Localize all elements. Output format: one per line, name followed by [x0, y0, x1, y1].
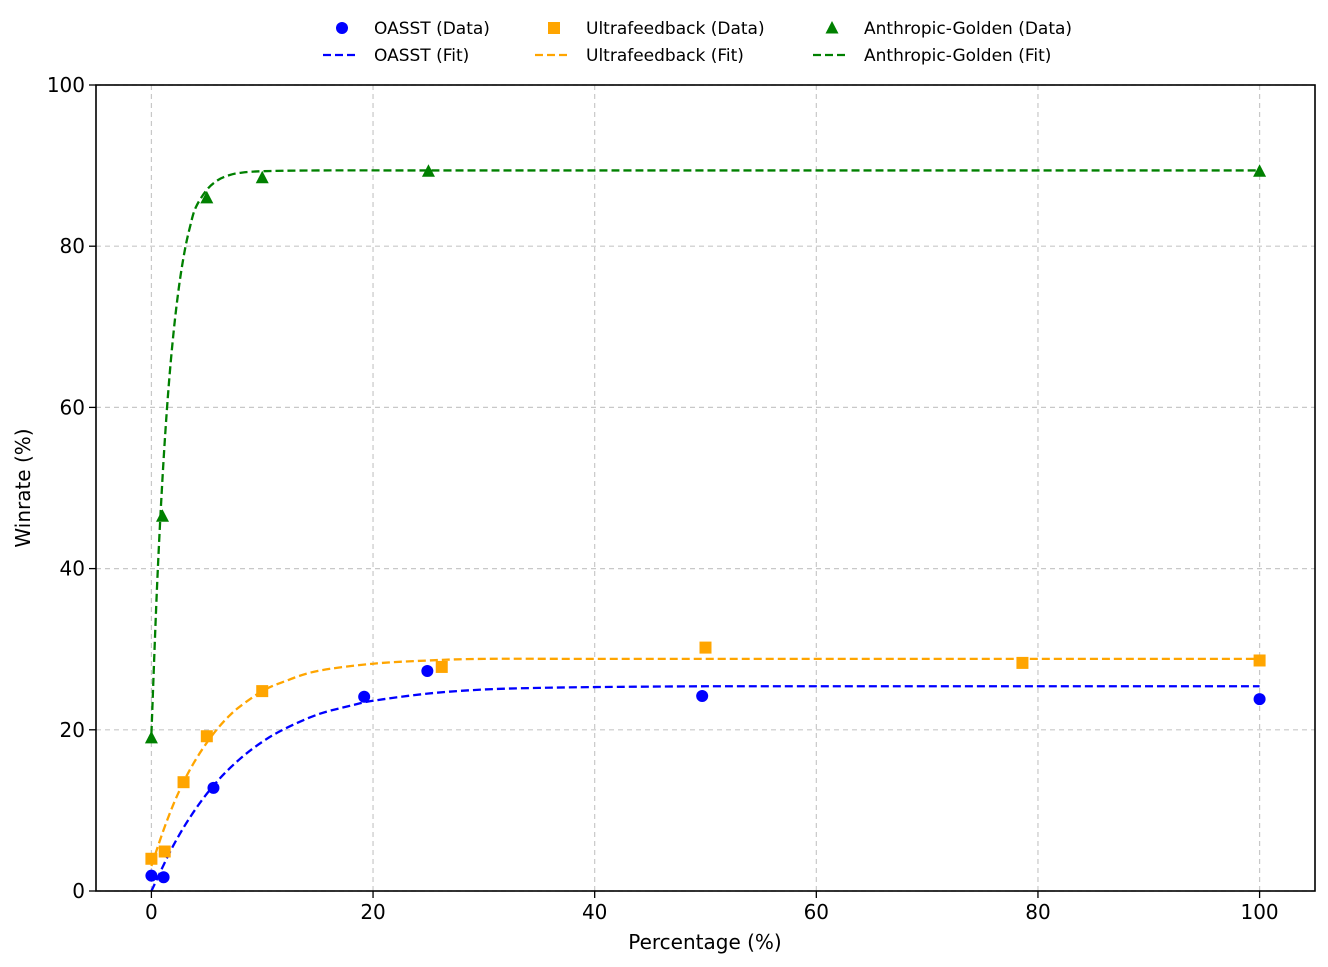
axis-ticks: 0 20 40 60 80 100 0 20 40 60 80 100 [47, 73, 1279, 924]
anthropic-golden-data-point [144, 730, 158, 744]
ultrafeedback-data-point [699, 641, 712, 654]
anthropic-golden-fit-legend-label: Anthropic-Golden (Fit) [864, 46, 1051, 66]
ultrafeedback-data-point [256, 685, 269, 698]
oasst-fit-curve [150, 685, 1260, 892]
legend: OASST (Data) OASST (Fit) Ultrafeedback (Da… [323, 19, 1072, 66]
ultrafeedback-data-point [145, 852, 158, 865]
y-tick-label: 100 [47, 73, 85, 97]
ultrafeedback-data-point [435, 660, 448, 673]
ultrafeedback-data-point [200, 730, 213, 743]
x-tick-label: 0 [145, 900, 158, 924]
x-tick-label: 60 [804, 900, 829, 924]
anthropic-golden-data-point [255, 170, 269, 184]
anthropic-golden-data-legend-marker [825, 21, 839, 34]
x-axis-title: Percentage (%) [628, 930, 781, 954]
oasst-data-point [1253, 693, 1266, 706]
x-tick-label: 80 [1025, 900, 1050, 924]
ultrafeedback-data-legend-label: Ultrafeedback (Data) [586, 19, 765, 39]
ultrafeedback-fit-legend-label: Ultrafeedback (Fit) [586, 46, 744, 66]
x-tick-label: 20 [360, 900, 385, 924]
plot-area [96, 85, 1315, 891]
oasst-fit-legend-label: OASST (Fit) [374, 46, 469, 66]
oasst-data-legend-label: OASST (Data) [374, 19, 490, 39]
anthropic-golden-data-legend-label: Anthropic-Golden (Data) [864, 19, 1072, 39]
anthropic-golden-data-point [421, 164, 435, 177]
y-tick-label: 20 [60, 718, 85, 742]
anthropic-golden-fit-curve [150, 169, 1260, 734]
oasst-data-point [421, 664, 434, 677]
ultrafeedback-data-point [1253, 654, 1266, 667]
y-tick-label: 60 [60, 395, 85, 419]
ultrafeedback-fit-curve [150, 657, 1260, 867]
anthropic-golden-data-point [200, 190, 214, 204]
ultrafeedback-data-point [158, 845, 171, 858]
anthropic-golden-data-point [155, 509, 169, 522]
oasst-data-point [145, 869, 158, 882]
fit-curves [150, 169, 1260, 892]
y-axis-title: Winrate (%) [11, 428, 35, 547]
plot-frame [95, 84, 1316, 892]
anthropic-golden-data-point [1253, 164, 1267, 177]
y-tick-label: 0 [72, 879, 85, 903]
ultrafeedback-data-legend-marker [548, 22, 560, 34]
y-tick-label: 80 [60, 234, 85, 258]
y-tick-label: 40 [60, 557, 85, 581]
oasst-data-point [157, 871, 170, 884]
ultrafeedback-data-point [177, 776, 190, 789]
x-tick-label: 100 [1240, 900, 1278, 924]
oasst-data-legend-marker [336, 22, 348, 34]
oasst-data-point [358, 690, 371, 703]
x-tick-label: 40 [582, 900, 607, 924]
oasst-data-point [696, 689, 709, 702]
ultrafeedback-data-point [1016, 656, 1029, 669]
oasst-data-point [207, 781, 220, 794]
data-points [144, 164, 1267, 884]
